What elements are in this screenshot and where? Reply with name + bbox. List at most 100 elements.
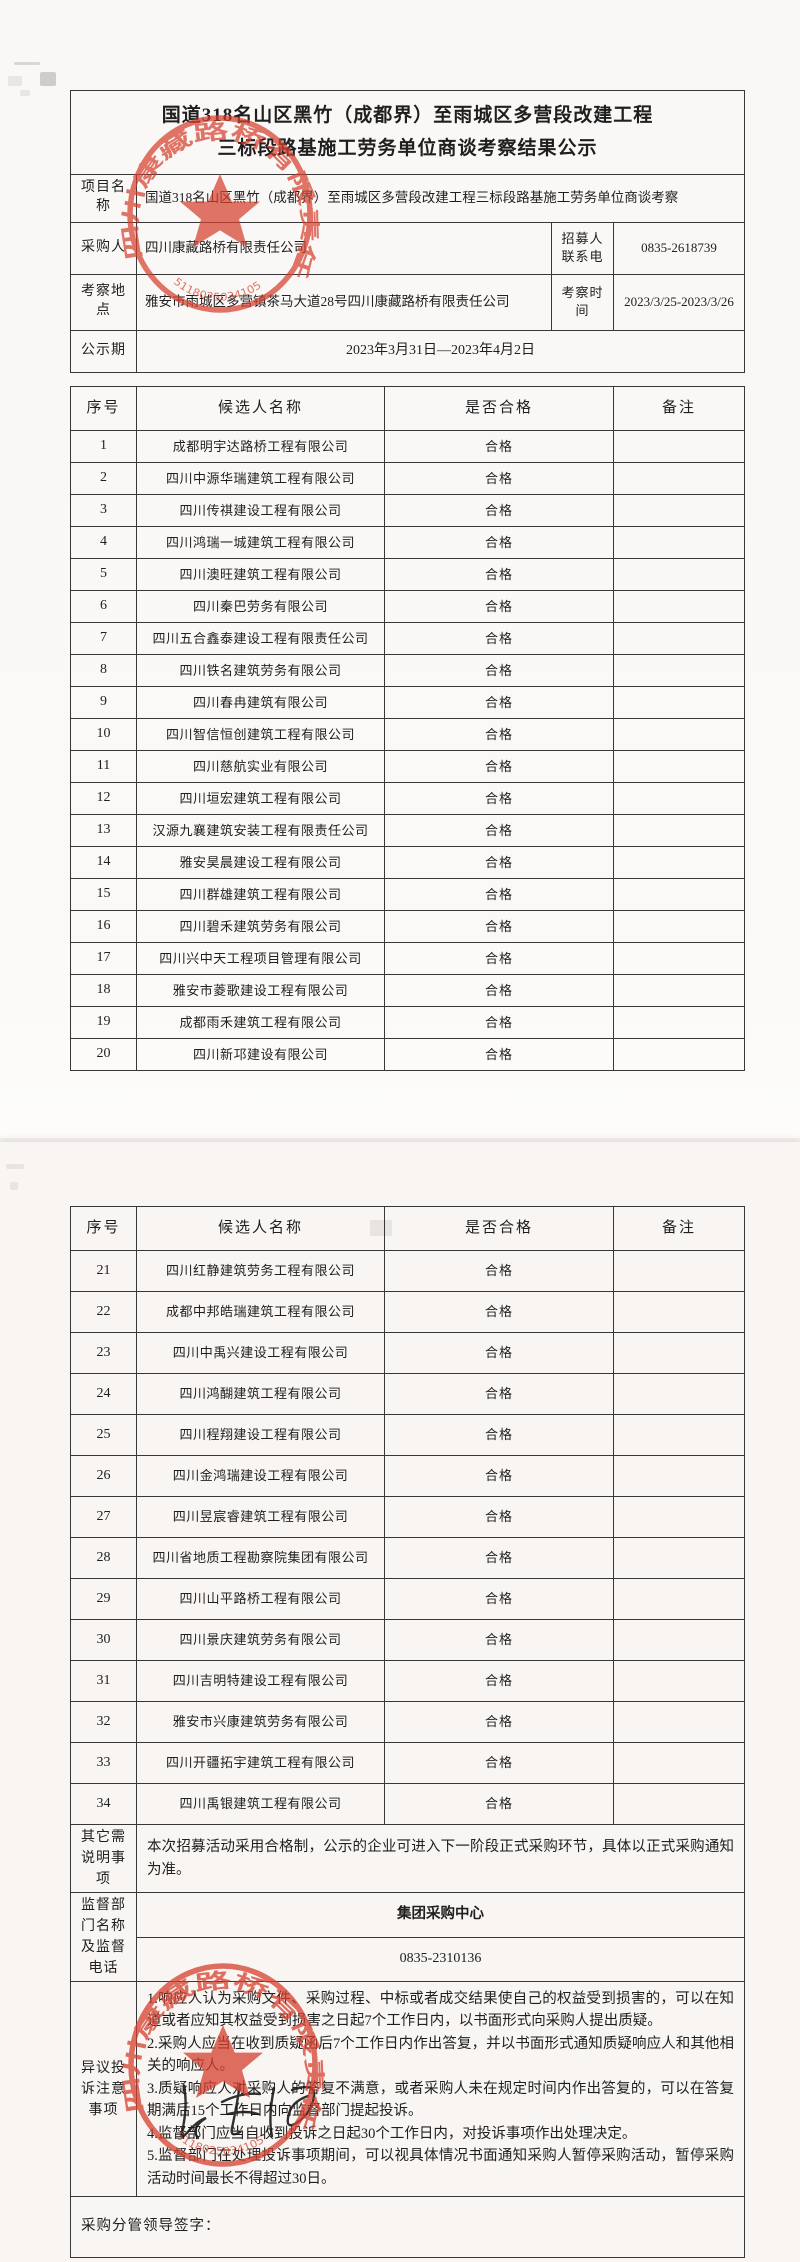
- candidate-name: 四川鸿醐建筑工程有限公司: [136, 1373, 385, 1415]
- candidate-name: 四川吉明特建设工程有限公司: [136, 1660, 385, 1702]
- candidate-no: 15: [70, 878, 137, 911]
- candidate-remark: [613, 974, 745, 1007]
- candidate-remark: [613, 878, 745, 911]
- candidate-remark: [613, 942, 745, 975]
- candidate-name: 四川鸿瑞一城建筑工程有限公司: [136, 526, 385, 559]
- candidate-row: 8 四川铁名建筑劳务有限公司 合格: [70, 654, 745, 687]
- scan-smudge: [10, 1182, 18, 1190]
- candidate-name: 四川禹银建筑工程有限公司: [136, 1783, 385, 1825]
- site-label: 考察地点: [70, 273, 137, 331]
- publicity-period-value: 2023年3月31日—2023年4月2日: [135, 329, 746, 373]
- candidates-table-2: 序号 候选人名称 是否合格 备注 21 四川红静建筑劳务工程有限公司 合格: [70, 1206, 745, 2259]
- candidate-remark: [613, 1414, 745, 1456]
- candidate-remark: [613, 1291, 745, 1333]
- candidate-remark: [613, 1038, 745, 1071]
- candidate-row: 11 四川慈航实业有限公司 合格: [70, 750, 745, 783]
- candidate-remark: [613, 750, 745, 783]
- candidate-row: 30 四川景庆建筑劳务有限公司 合格: [70, 1619, 745, 1661]
- page-1: 国道318名山区黑竹（成都界）至雨城区多营段改建工程 三标段路基施工劳务单位商谈…: [0, 0, 800, 1138]
- candidate-name: 四川秦巴劳务有限公司: [136, 590, 385, 623]
- candidate-remark: [613, 1455, 745, 1497]
- candidate-row: 6 四川秦巴劳务有限公司 合格: [70, 590, 745, 623]
- candidate-remark: [613, 1701, 745, 1743]
- candidate-remark: [613, 622, 745, 655]
- other-notes-label: 其它需说明事项: [70, 1824, 137, 1893]
- candidate-no: 19: [70, 1006, 137, 1039]
- candidate-name: 成都中邦皓瑞建筑工程有限公司: [136, 1291, 385, 1333]
- scan-smudge: [6, 1164, 24, 1169]
- candidate-name: 四川春冉建筑有限公司: [136, 686, 385, 719]
- candidate-no: 30: [70, 1619, 137, 1661]
- candidate-remark: [613, 1619, 745, 1661]
- signature-row: 采购分管领导签字：: [70, 2196, 745, 2259]
- candidate-no: 22: [70, 1291, 137, 1333]
- candidate-remark: [613, 910, 745, 943]
- candidate-row: 16 四川碧禾建筑劳务有限公司 合格: [70, 910, 745, 943]
- candidate-no: 5: [70, 558, 137, 591]
- signature-label: 采购分管领导签字：: [81, 2218, 221, 2235]
- purchaser-label: 采购人: [70, 221, 137, 275]
- candidate-row: 26 四川金鸿瑞建设工程有限公司 合格: [70, 1455, 745, 1497]
- project-name-value: 国道318名山区黑竹（成都界）至雨城区多营段改建工程三标段路基施工劳务单位商谈考…: [135, 173, 746, 223]
- candidate-row: 17 四川兴中天工程项目管理有限公司 合格: [70, 942, 745, 975]
- candidate-qualified: 合格: [384, 1701, 614, 1743]
- candidate-remark: [613, 1783, 745, 1825]
- candidate-name: 四川开疆拓宇建筑工程有限公司: [136, 1742, 385, 1784]
- candidate-qualified: 合格: [384, 686, 614, 719]
- candidate-qualified: 合格: [384, 718, 614, 751]
- complaint-item: 5.监督部门在处理投诉事项期间，可以视具体情况书面通知采购人暂停采购活动，暂停采…: [147, 2148, 734, 2187]
- candidate-qualified: 合格: [384, 750, 614, 783]
- candidate-remark: [613, 494, 745, 527]
- col-header-qualified: 是否合格: [384, 1206, 614, 1251]
- candidate-name: 四川中禹兴建设工程有限公司: [136, 1332, 385, 1374]
- candidate-qualified: 合格: [384, 782, 614, 815]
- candidate-row: 20 四川新邛建设有限公司 合格: [70, 1038, 745, 1071]
- candidate-qualified: 合格: [384, 1619, 614, 1661]
- col-header-no: 序号: [70, 386, 137, 431]
- candidate-qualified: 合格: [384, 622, 614, 655]
- candidate-remark: [613, 1006, 745, 1039]
- scan-smudge: [14, 62, 40, 65]
- candidate-remark: [613, 1332, 745, 1374]
- col-header-remark: 备注: [613, 1206, 745, 1251]
- candidate-qualified: 合格: [384, 910, 614, 943]
- candidate-row: 33 四川开疆拓宇建筑工程有限公司 合格: [70, 1742, 745, 1784]
- col-header-name: 候选人名称: [136, 386, 385, 431]
- candidate-remark: [613, 590, 745, 623]
- candidate-no: 11: [70, 750, 137, 783]
- candidate-no: 27: [70, 1496, 137, 1538]
- candidate-name: 四川群雄建筑工程有限公司: [136, 878, 385, 911]
- candidate-row: 4 四川鸿瑞一城建筑工程有限公司 合格: [70, 526, 745, 559]
- candidate-name: 四川智信恒创建筑工程有限公司: [136, 718, 385, 751]
- publicity-period-label: 公示期: [70, 329, 137, 373]
- candidate-name: 四川山平路桥工程有限公司: [136, 1578, 385, 1620]
- notice-title: 国道318名山区黑竹（成都界）至雨城区多营段改建工程 三标段路基施工劳务单位商谈…: [69, 90, 746, 175]
- candidate-qualified: 合格: [384, 1291, 614, 1333]
- candidate-qualified: 合格: [384, 1373, 614, 1415]
- candidate-remark: [613, 782, 745, 815]
- candidate-no: 21: [70, 1250, 137, 1292]
- complaint-label: 异议投诉注意事项: [70, 1980, 137, 2198]
- candidate-name: 雅安市兴康建筑劳务有限公司: [136, 1701, 385, 1743]
- candidate-row: 24 四川鸿醐建筑工程有限公司 合格: [70, 1373, 745, 1415]
- candidate-no: 17: [70, 942, 137, 975]
- candidate-qualified: 合格: [384, 1006, 614, 1039]
- candidate-qualified: 合格: [384, 846, 614, 879]
- candidate-qualified: 合格: [384, 942, 614, 975]
- candidate-no: 33: [70, 1742, 137, 1784]
- candidate-row: 19 成都雨禾建筑工程有限公司 合格: [70, 1006, 745, 1039]
- candidate-qualified: 合格: [384, 1578, 614, 1620]
- candidate-qualified: 合格: [384, 878, 614, 911]
- candidate-remark: [613, 1250, 745, 1292]
- candidate-no: 26: [70, 1455, 137, 1497]
- candidate-row: 14 雅安昊晨建设工程有限公司 合格: [70, 846, 745, 879]
- candidate-name: 四川垣宏建筑工程有限公司: [136, 782, 385, 815]
- candidate-no: 4: [70, 526, 137, 559]
- candidate-qualified: 合格: [384, 1250, 614, 1292]
- site-value: 雅安市雨城区多营镇茶马大道28号四川康藏路桥有限责任公司: [136, 273, 552, 331]
- candidate-remark: [613, 1660, 745, 1702]
- candidate-remark: [613, 1578, 745, 1620]
- candidate-no: 2: [70, 462, 137, 495]
- candidate-qualified: 合格: [384, 430, 614, 463]
- scan-smudge: [8, 76, 22, 86]
